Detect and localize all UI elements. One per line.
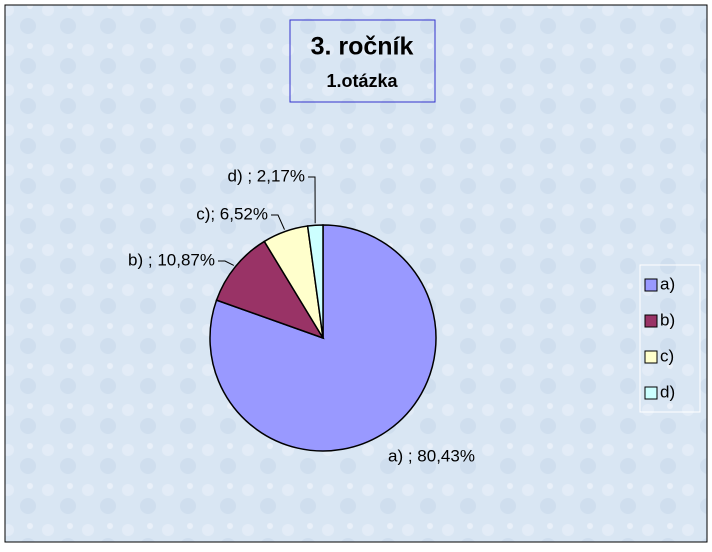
- legend-swatch: [644, 314, 658, 328]
- legend-swatch: [644, 386, 658, 400]
- legend-label: a): [660, 274, 675, 293]
- data-label: d) ; 2,17%: [228, 166, 306, 185]
- chart-subtitle: 1.otázka: [326, 71, 398, 91]
- legend-swatch: [644, 278, 658, 292]
- data-label: b) ; 10,87%: [128, 250, 215, 269]
- legend-box: [639, 264, 701, 413]
- leader-line: [271, 214, 285, 230]
- legend-label: b): [660, 310, 675, 329]
- pie-slice: [215, 240, 325, 340]
- legend-label: d): [660, 382, 675, 401]
- legend-label: c): [660, 346, 674, 365]
- leader-line: [308, 176, 316, 224]
- pie-slice: [306, 224, 324, 339]
- data-label: a) ; 80,43%: [388, 446, 475, 465]
- title-box: [289, 19, 436, 103]
- chart-title: 3. ročník: [311, 33, 414, 61]
- leader-line: [218, 260, 235, 266]
- legend-swatch: [644, 350, 658, 364]
- data-label: c); 6,52%: [196, 204, 268, 223]
